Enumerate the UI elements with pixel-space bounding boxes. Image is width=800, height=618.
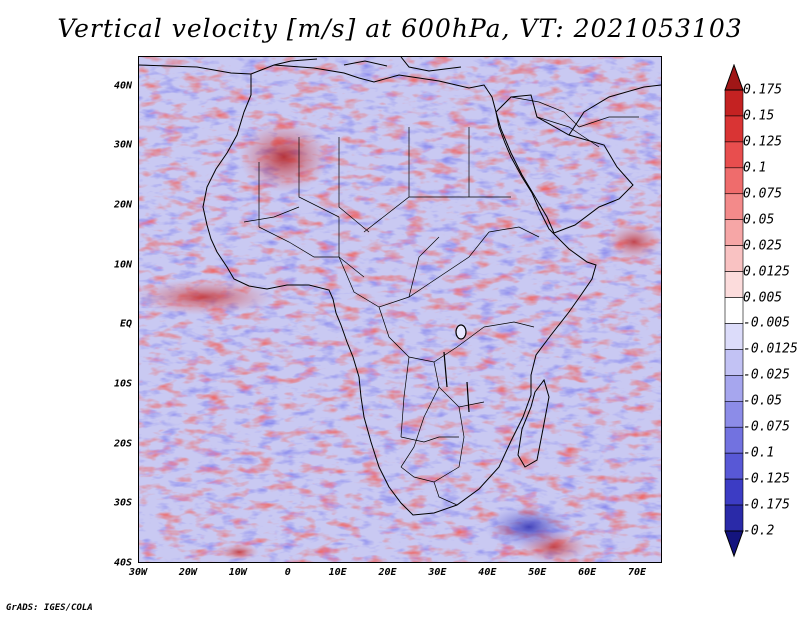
colorbar-swatch (724, 504, 744, 532)
lon-tick-label: 10E (328, 567, 347, 578)
africa-coastline (202, 64, 597, 516)
colorbar-label: -0.05 (743, 393, 783, 409)
lon-tick-label: 70E (628, 567, 647, 578)
lat-tick-label: 20S (113, 438, 132, 450)
colorbar-swatch (724, 426, 744, 454)
colorbar-label: 0.15 (743, 108, 775, 124)
lon-tick-label: 30E (428, 567, 447, 578)
lat-tick-label: 30N (113, 139, 132, 151)
lon-tick-label: 50E (528, 567, 547, 578)
colorbar-top-arrow (724, 64, 744, 91)
colorbar-swatch (724, 271, 744, 298)
colorbar-label: -0.005 (743, 315, 790, 331)
southern-africa-borders (400, 436, 460, 506)
colorbar (724, 64, 744, 558)
lon-tick-label: 30W (128, 567, 148, 578)
colorbar-label: -0.075 (743, 419, 790, 435)
coastlines (139, 57, 661, 516)
colorbar-label: 0.1 (743, 160, 767, 176)
lat-tick-label: 10S (113, 378, 132, 390)
lon-tick-label: 60E (578, 567, 597, 578)
colorbar-bottom-arrow (724, 530, 744, 558)
lat-tick-label: 40N (113, 80, 132, 92)
arabian-sea-ascent (606, 224, 661, 260)
colorbar-label: -0.2 (743, 523, 775, 539)
colorbar-swatch (724, 89, 744, 117)
country-borders (243, 96, 639, 506)
colorbar-label: 0.0125 (743, 264, 790, 280)
colorbar-swatch (724, 193, 744, 221)
colorbar-swatch (724, 323, 744, 350)
lakes (443, 324, 470, 413)
europe-coastline (139, 57, 462, 75)
southwest-indian-ocean-descent (484, 505, 574, 549)
lat-tick-label: 10N (113, 259, 132, 271)
colorbar-swatch (724, 167, 744, 195)
colorbar-swatch (724, 349, 744, 376)
colorbar-swatch (724, 400, 744, 428)
west-africa-coast-ascent (139, 279, 274, 315)
south-atlantic-ascent (219, 544, 259, 560)
lake-tanganyika (443, 351, 448, 388)
madagascar-coastline (517, 378, 550, 468)
colorbar-swatch (724, 141, 744, 169)
arabia-coastline (495, 94, 634, 234)
lat-tick-label: 40S (113, 557, 132, 569)
lat-tick-label: EQ (119, 318, 132, 330)
lon-tick-label: 20W (178, 567, 197, 578)
lat-tick-label: 20N (113, 199, 132, 211)
colorbar-swatch (724, 219, 744, 246)
lake-victoria (455, 324, 467, 340)
colorbar-label: 0.175 (743, 82, 783, 98)
lon-tick-label: 40E (478, 567, 497, 578)
middle-east-borders (510, 96, 639, 148)
colorbar-label: -0.025 (743, 367, 790, 383)
colorbar-swatch (724, 478, 744, 506)
map-panel (138, 56, 662, 563)
vertical-velocity-field (139, 57, 661, 562)
central-africa-borders (338, 226, 540, 468)
colorbar-swatch (724, 375, 744, 402)
footer-credit: GrADS: IGES/COLA (6, 603, 93, 613)
colorbar-label: 0.005 (743, 290, 783, 306)
lon-tick-label: 20E (378, 567, 397, 578)
sahara-ascent-region (239, 122, 329, 192)
lake-malawi (466, 381, 470, 413)
colorbar-label: -0.125 (743, 471, 790, 487)
colorbar-label: -0.1 (743, 445, 775, 461)
colorbar-label: -0.0125 (743, 341, 798, 357)
plot-title: Vertical velocity [m/s] at 600hPa, VT: 2… (57, 14, 743, 43)
lon-tick-label: 0 (284, 567, 291, 578)
colorbar-swatch (724, 297, 744, 324)
colorbar-label: 0.025 (743, 238, 783, 254)
lon-tick-label: 10W (228, 567, 247, 578)
colorbar-swatch (724, 452, 744, 480)
colorbar-label: 0.05 (743, 212, 775, 228)
colorbar-label: 0.125 (743, 134, 783, 150)
colorbar-label: -0.175 (743, 497, 790, 513)
iran-coastline (568, 84, 661, 136)
colorbar-swatch (724, 245, 744, 272)
colorbar-label: 0.075 (743, 186, 783, 202)
lat-tick-label: 30S (113, 497, 132, 509)
colorbar-swatch (724, 115, 744, 143)
